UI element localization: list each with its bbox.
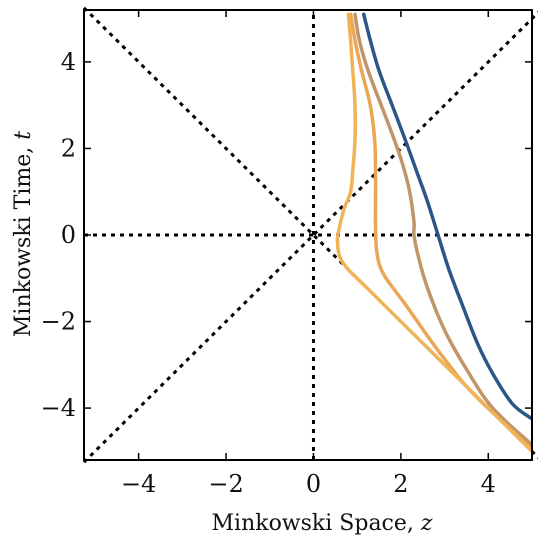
- x-tick-label: −4: [121, 470, 156, 498]
- series-line-1: [353, 12, 532, 447]
- y-axis-label: Minkowski Time, t: [11, 131, 36, 337]
- x-axis-label: Minkowski Space, z: [212, 511, 433, 536]
- x-tick-label: 0: [306, 470, 321, 498]
- y-tick-label: 4: [61, 48, 76, 76]
- y-tick-label: 2: [61, 134, 76, 162]
- series-lines: [335, 12, 532, 454]
- y-tick-label: 0: [61, 221, 76, 249]
- axis-ticks: [84, 10, 532, 460]
- series-line-0: [361, 12, 532, 421]
- y-tick-labels: −4 −2 0 2 4: [41, 48, 76, 422]
- reference-lines: [82, 6, 538, 464]
- x-tick-labels: −4 −2 0 2 4: [121, 470, 496, 498]
- x-tick-label: 2: [393, 470, 408, 498]
- x-tick-label: 4: [481, 470, 496, 498]
- y-tick-label: −2: [41, 308, 76, 336]
- y-tick-label: −4: [41, 394, 76, 422]
- x-tick-label: −2: [208, 470, 243, 498]
- series-line-3: [335, 12, 532, 454]
